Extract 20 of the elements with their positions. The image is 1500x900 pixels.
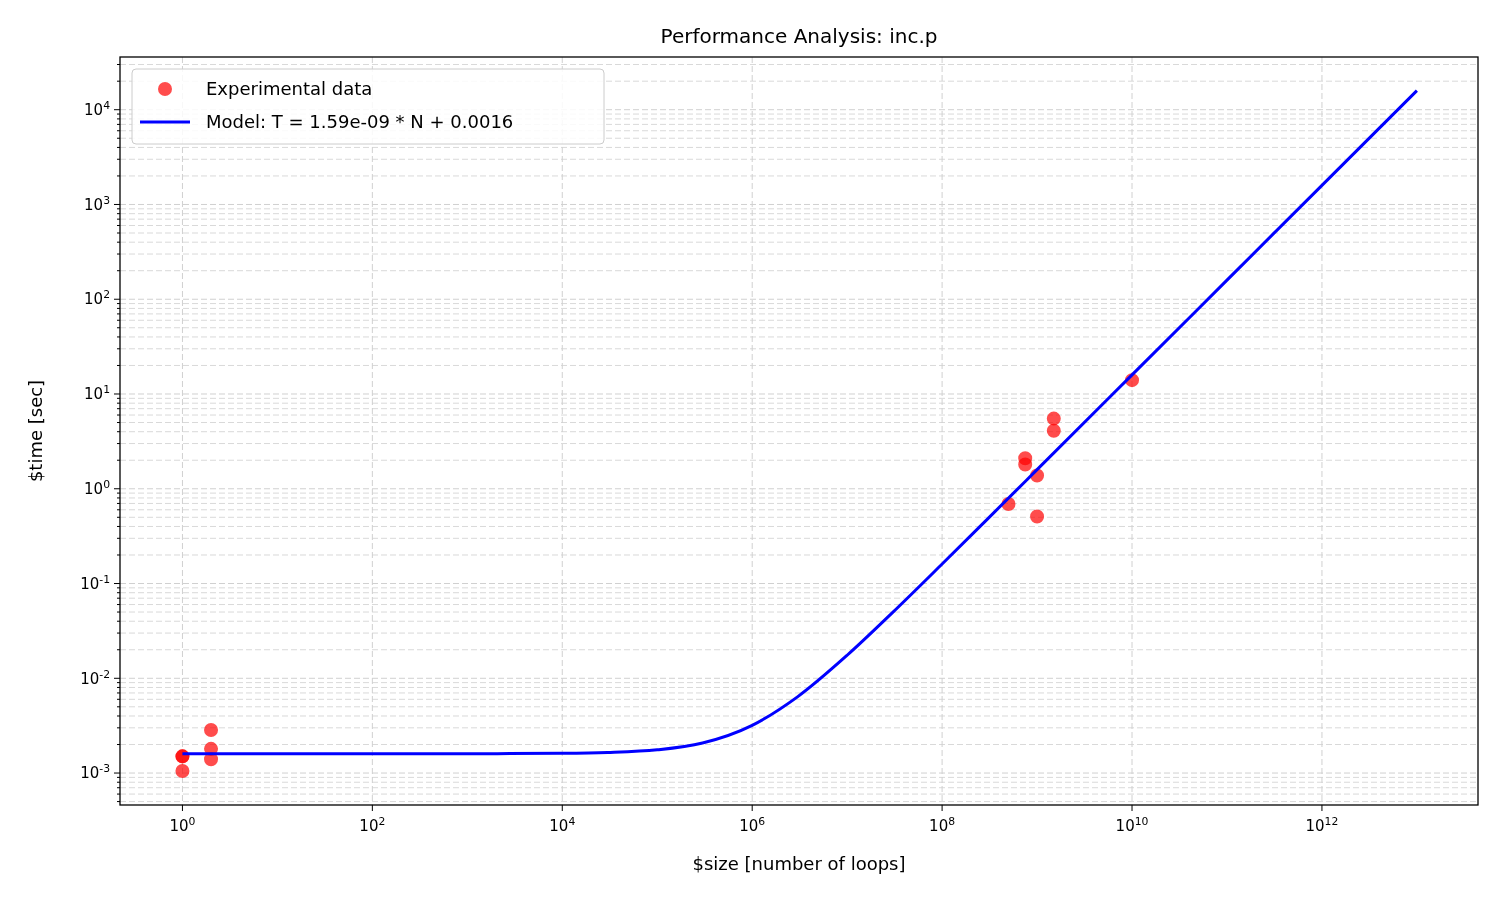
y-axis-title: $time [sec] bbox=[25, 379, 46, 483]
chart-title: Performance Analysis: inc.p bbox=[660, 24, 938, 48]
y-tick-label: 10$^{-2}$ bbox=[80, 667, 110, 688]
x-axis-title: $size [number of loops] bbox=[692, 853, 906, 874]
y-tick-label: 10$^{-1}$ bbox=[80, 572, 110, 593]
y-tick-label: 10$^{3}$ bbox=[84, 193, 110, 214]
x-tick-label: 10$^{6}$ bbox=[739, 814, 766, 835]
x-tick-label: 10$^{2}$ bbox=[359, 814, 386, 835]
x-tick-label: 10$^{0}$ bbox=[169, 814, 196, 835]
y-tick-label: 10$^{2}$ bbox=[84, 287, 110, 309]
legend-label: Model: T = 1.59e-09 * N + 0.0016 bbox=[206, 111, 514, 133]
y-tick-label: 10$^{0}$ bbox=[84, 477, 111, 499]
y-tick-label: 10$^{-3}$ bbox=[80, 761, 110, 783]
x-tick-label: 10$^{8}$ bbox=[929, 814, 956, 835]
legend-label: Experimental data bbox=[206, 78, 373, 100]
x-tick-label: 10$^{4}$ bbox=[549, 814, 576, 835]
y-tick-label: 10$^{1}$ bbox=[84, 382, 110, 404]
y-tick-label: 10$^{4}$ bbox=[84, 98, 111, 119]
x-tick-label: 10$^{10}$ bbox=[1115, 814, 1149, 835]
x-tick-label: 10$^{12}$ bbox=[1305, 814, 1339, 835]
